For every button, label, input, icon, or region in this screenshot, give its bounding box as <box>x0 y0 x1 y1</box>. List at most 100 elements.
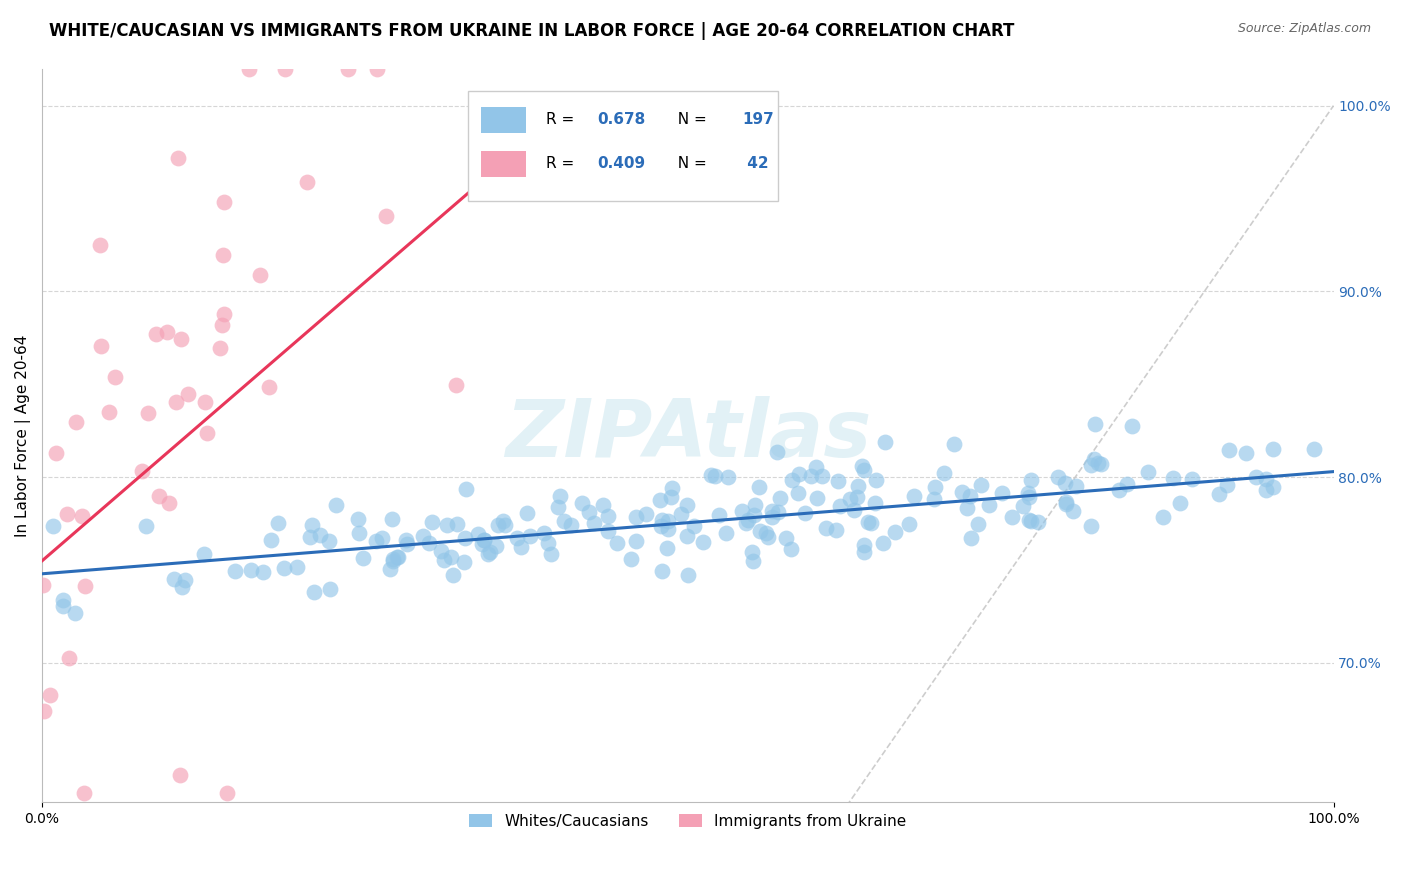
Point <box>285 560 308 574</box>
Point <box>863 496 886 510</box>
Point <box>768 506 790 520</box>
Point <box>1303 442 1326 456</box>
Point <box>1163 471 1185 485</box>
Point <box>1254 483 1277 497</box>
Point <box>169 767 191 781</box>
Point <box>304 585 326 599</box>
Point <box>744 498 766 512</box>
Point <box>766 444 789 458</box>
Point <box>257 380 280 394</box>
Point <box>655 541 678 555</box>
Point <box>707 508 730 522</box>
FancyBboxPatch shape <box>481 151 526 177</box>
Point <box>810 469 832 483</box>
Point <box>166 151 188 165</box>
Point <box>842 503 865 517</box>
Point <box>692 534 714 549</box>
Point <box>596 524 619 538</box>
Point <box>42 519 65 533</box>
Point <box>959 489 981 503</box>
Text: 197: 197 <box>742 112 773 128</box>
Point <box>195 425 218 440</box>
Point <box>828 499 851 513</box>
Point <box>136 406 159 420</box>
Point <box>238 62 260 76</box>
Point <box>336 62 359 76</box>
Point <box>63 606 86 620</box>
FancyBboxPatch shape <box>481 107 526 133</box>
Point <box>537 536 560 550</box>
Point <box>145 326 167 341</box>
Point <box>418 535 440 549</box>
Point <box>325 498 347 512</box>
Point <box>748 480 770 494</box>
Text: ZIPAtlas: ZIPAtlas <box>505 396 870 475</box>
Point <box>959 531 981 545</box>
Point <box>1018 513 1040 527</box>
Point <box>606 535 628 549</box>
Point <box>347 526 370 541</box>
Point <box>298 530 321 544</box>
Point <box>193 547 215 561</box>
Point <box>956 500 979 515</box>
Point <box>382 554 405 568</box>
Point <box>382 552 405 566</box>
Point <box>676 568 699 582</box>
Point <box>657 514 679 528</box>
Point <box>472 533 495 547</box>
Point <box>156 325 179 339</box>
Point <box>967 517 990 532</box>
Point <box>942 436 965 450</box>
Point <box>157 496 180 510</box>
Point <box>1136 465 1159 479</box>
Point <box>486 517 509 532</box>
Point <box>700 468 723 483</box>
Text: N =: N = <box>668 112 711 128</box>
Point <box>485 539 508 553</box>
Point <box>571 496 593 510</box>
Point <box>366 534 388 549</box>
Point <box>266 516 288 530</box>
Point <box>553 514 575 528</box>
Point <box>89 238 111 252</box>
Point <box>898 516 921 531</box>
Point <box>98 405 121 419</box>
Point <box>825 524 848 538</box>
Point <box>1054 495 1077 509</box>
Point <box>754 525 776 540</box>
Point <box>800 469 823 483</box>
Point <box>1062 503 1084 517</box>
Point <box>1115 476 1137 491</box>
Point <box>52 593 75 607</box>
Y-axis label: In Labor Force | Age 20-64: In Labor Force | Age 20-64 <box>15 334 31 537</box>
Point <box>453 531 475 545</box>
Point <box>547 500 569 514</box>
Point <box>676 529 699 543</box>
Point <box>65 415 87 429</box>
Text: WHITE/CAUCASIAN VS IMMIGRANTS FROM UKRAINE IN LABOR FORCE | AGE 20-64 CORRELATIO: WHITE/CAUCASIAN VS IMMIGRANTS FROM UKRAI… <box>49 22 1015 40</box>
Point <box>174 573 197 587</box>
Point <box>873 435 896 450</box>
Point <box>578 505 600 519</box>
Point <box>991 486 1014 500</box>
Point <box>924 480 946 494</box>
Point <box>852 462 875 476</box>
Point <box>1053 475 1076 490</box>
Point <box>734 516 756 530</box>
Point <box>853 545 876 559</box>
Point <box>163 572 186 586</box>
Point <box>73 579 96 593</box>
Legend: Whites/Caucasians, Immigrants from Ukraine: Whites/Caucasians, Immigrants from Ukrai… <box>463 807 912 835</box>
Point <box>596 509 619 524</box>
Point <box>366 62 388 76</box>
Point <box>58 651 80 665</box>
Point <box>436 517 458 532</box>
Point <box>1021 473 1043 487</box>
Point <box>852 537 875 551</box>
Point <box>381 512 404 526</box>
Point <box>224 564 246 578</box>
Point <box>550 489 572 503</box>
Point <box>492 514 515 528</box>
Point <box>1018 490 1040 504</box>
Point <box>669 507 692 521</box>
